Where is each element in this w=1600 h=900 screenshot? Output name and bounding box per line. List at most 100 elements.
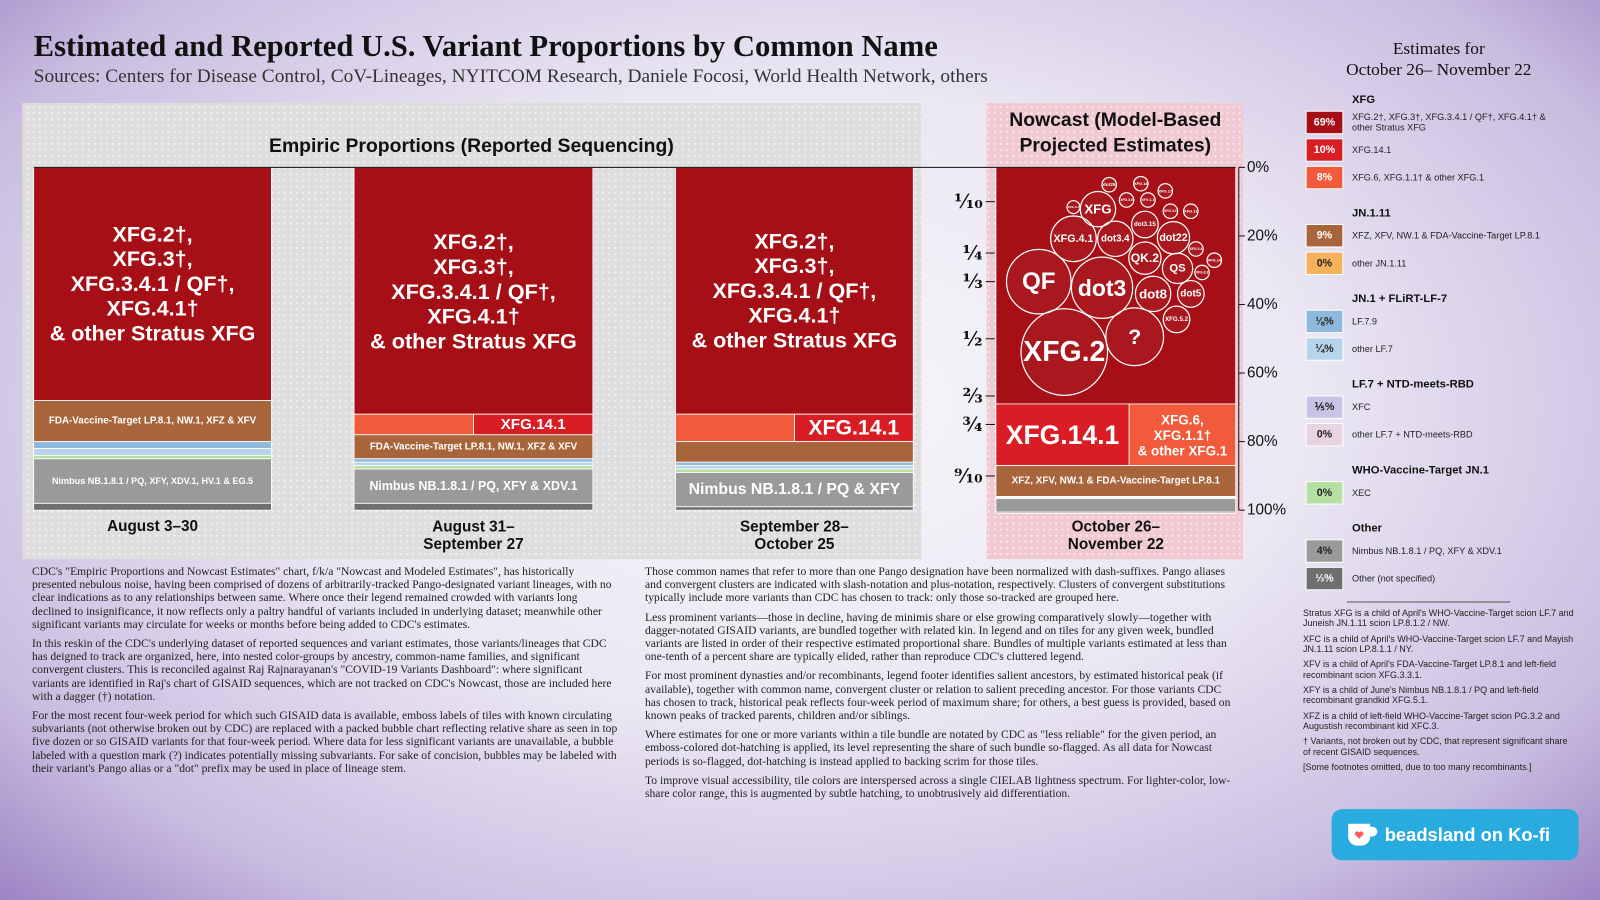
text-line: XFG.6,	[1161, 412, 1204, 427]
bubble	[1132, 175, 1149, 192]
x-tick-label: September 28– October 25	[740, 518, 849, 553]
paragraph: To improve visual accessibility, tile co…	[645, 773, 1231, 801]
text-line: XFG.3.4.1 / QF†,	[391, 278, 556, 303]
tile-label: XFG.14.1	[501, 416, 567, 433]
fraction-tick-label: ⅒	[954, 190, 983, 213]
bar-segment	[33, 400, 272, 443]
paragraph: For the most recent four-week period for…	[32, 709, 618, 775]
paragraph: Where estimates for one or more variants…	[645, 728, 1217, 768]
text-line: September 27	[423, 536, 523, 553]
text-line: XFG.2†, XFG.3†, XFG.3.4.1 / QF†, XFG.4.1…	[1352, 112, 1546, 122]
legend-swatch	[1305, 251, 1344, 275]
x-tick-label: August 3–30	[107, 518, 198, 535]
legend-group-title: JN.1.11	[1352, 207, 1391, 219]
bar-segment	[675, 413, 795, 443]
footnote: Stratus XFG is a child of April's WHO-Va…	[1303, 608, 1574, 629]
bubble-label: QF	[1022, 268, 1056, 295]
kofi-label[interactable]: beadsland on Ko-fi	[1385, 824, 1550, 845]
text-line: XFG.2†,	[754, 229, 834, 253]
legend-swatch	[1305, 481, 1344, 505]
text-line: Projected Estimates)	[1019, 134, 1211, 156]
bar-segment	[675, 506, 914, 511]
legend-value: ⅕%	[1315, 401, 1335, 413]
legend-swatch	[1305, 309, 1344, 334]
legend-swatch	[1305, 223, 1344, 248]
text-line: XFG.3.4.1 / QF†,	[71, 272, 235, 296]
subtitle: Sources: Centers for Disease Control, Co…	[34, 66, 988, 87]
tile-label: Nimbus NB.1.8.1 / PQ, XFY, XDV.1, HV.1 &…	[52, 476, 253, 486]
text-line: XFG.3†,	[754, 254, 834, 278]
text-line: XFG.2†,	[433, 229, 514, 254]
panel-title: Nowcast (Model-Based Projected Estimates)	[1009, 109, 1221, 156]
bar-segment	[33, 454, 272, 460]
bubble	[1070, 256, 1134, 319]
bubble-label: XFG.1.1	[1142, 198, 1155, 202]
text-line: & other XFG.1	[1138, 443, 1228, 458]
text-line: XFG.3†,	[112, 247, 192, 271]
fraction-tick-label: ¼	[962, 242, 982, 265]
bubble-label: XFG.3.6	[1120, 198, 1133, 202]
text-line: & other Stratus XFG	[692, 328, 898, 352]
legend-title: Estimates for October 26– November 22	[1346, 38, 1531, 78]
fraction-tick-label: ½	[962, 327, 982, 350]
bar-segment	[353, 434, 594, 460]
bubble	[1162, 203, 1179, 220]
legend-label: LF.7.9	[1352, 316, 1377, 326]
bar-segment	[675, 472, 914, 508]
footnote: XFZ is a child of left-field WHO-Vaccine…	[1303, 710, 1560, 732]
legend-label: Nimbus NB.1.8.1 / PQ, XFY & XDV.1	[1352, 546, 1502, 556]
footnotes: Stratus XFG is a child of April's WHO-Va…	[1303, 608, 1575, 794]
bubble-label: dot3.4	[1101, 233, 1130, 244]
legend-group-title: JN.1 + FLiRT-LF-7	[1352, 293, 1447, 305]
x-tick-label: October 26– November 22	[1068, 518, 1164, 553]
text-line: & other Stratus XFG	[50, 321, 256, 345]
legend-value: 0%	[1317, 257, 1333, 269]
bar-segment	[33, 166, 272, 401]
bar-segment	[353, 461, 594, 467]
legend-value: ⅓%	[1315, 573, 1334, 585]
legend-swatch	[1305, 110, 1344, 135]
bubble-label: dot25	[1103, 182, 1116, 187]
text-line: XFG.1.1†	[1154, 427, 1212, 442]
text-line: Nowcast (Model-Based	[1009, 109, 1221, 131]
legend-label: other LF.7	[1352, 344, 1393, 354]
paragraph: CDC's "Empiric Proportions and Nowcast E…	[32, 565, 612, 631]
text-line: XFG.3.4.1 / QF†,	[712, 279, 876, 303]
legend-label: XEC	[1352, 488, 1371, 498]
x-tick-label: August 31– September 27	[423, 518, 523, 553]
text-line: August 31–	[432, 518, 515, 535]
bubble-label: XFG.8.3	[1196, 270, 1209, 274]
bubble	[1105, 307, 1165, 367]
bar-segment	[995, 403, 1130, 467]
footnote: XFY is a child of June's Nimbus NB.1.8.1…	[1303, 685, 1539, 706]
text-line: October 25	[754, 536, 834, 553]
fraction-tick-label: ⅔	[963, 384, 983, 407]
footnote: [Some footnotes omitted, due to too many…	[1303, 762, 1532, 773]
bubble	[1194, 264, 1210, 281]
text-line: XFG.4.1†	[107, 297, 199, 321]
bar-segment	[995, 498, 1237, 513]
bubble-label: XFG.4.1	[1054, 233, 1094, 245]
bubble-label: dot22	[1159, 232, 1187, 244]
bar-segment	[353, 458, 594, 463]
legend-group-title: WHO-Vaccine-Target JN.1	[1352, 464, 1489, 476]
bubble	[1156, 221, 1191, 255]
legend-group-title: Other	[1352, 523, 1383, 535]
text-line: XFG.4.1†	[427, 303, 520, 328]
bar-segment	[995, 465, 1237, 497]
text-line: November 22	[1068, 536, 1164, 553]
bubble	[1097, 220, 1134, 258]
bubble-label: XFG.18	[1134, 181, 1148, 186]
text-line: XFG.3†,	[433, 253, 514, 278]
bubble-label: ?	[1128, 324, 1141, 349]
kofi-background[interactable]	[1331, 809, 1579, 861]
kofi-button[interactable]: beadsland on Ko-fi	[1331, 809, 1579, 861]
bubble	[1020, 308, 1109, 396]
bubble	[1079, 190, 1117, 228]
legend-value: 10%	[1314, 144, 1336, 156]
legend-swatch	[1305, 539, 1344, 563]
tile-label: XFG.2†, XFG.3†, XFG.3.4.1 / QF†, XFG.4.1† & …	[50, 222, 256, 345]
bubble-label: XFG.14	[1207, 258, 1221, 263]
